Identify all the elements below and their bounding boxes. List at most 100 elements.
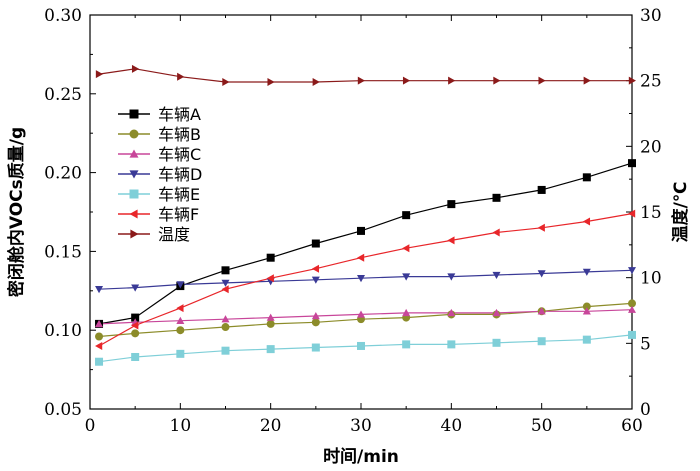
legend-marker <box>130 229 139 239</box>
series-3-point <box>176 316 185 324</box>
legend-marker <box>129 189 139 199</box>
legend-marker <box>129 149 139 158</box>
series-7-point <box>493 76 501 85</box>
y-left-tick-label: 0.20 <box>44 164 82 184</box>
y-left-tick-label: 0.15 <box>44 242 82 262</box>
series-4-point <box>582 268 591 276</box>
series-6-point <box>266 274 274 283</box>
legend-marker <box>129 209 138 219</box>
series-7-point <box>538 76 546 85</box>
series-5-point <box>582 335 591 344</box>
series-6-point <box>176 304 184 313</box>
series-3-point <box>221 315 230 323</box>
series-5-point <box>131 352 140 361</box>
y-left-tick-label: 0.05 <box>44 400 82 420</box>
series-1-point <box>221 266 230 275</box>
series-1-point <box>402 211 411 220</box>
y-axis-label-left: 密闭舱内VOCs质量/g <box>6 127 27 297</box>
series-4-point <box>311 276 320 284</box>
legend-marker <box>129 170 139 179</box>
series-2-point <box>582 302 591 311</box>
series-1-point <box>266 253 275 262</box>
y-right-tick-label: 20 <box>640 137 662 157</box>
series-4-point <box>357 274 365 283</box>
series-1-point <box>447 200 456 209</box>
legend-label: 车辆F <box>158 205 199 224</box>
series-5-point <box>537 337 546 346</box>
series-6-point <box>357 253 365 262</box>
series-markers <box>95 64 636 366</box>
series-3-point <box>95 319 104 328</box>
series-5-point <box>95 357 104 366</box>
series-3-point <box>537 307 546 315</box>
series-3-point <box>402 308 411 317</box>
series-7-point <box>357 76 365 85</box>
series-4-point <box>131 284 140 292</box>
series-5-point <box>311 343 320 352</box>
series-5-point <box>176 349 185 358</box>
series-3-point <box>582 307 591 315</box>
series-2-point <box>176 326 185 335</box>
tick-group: 0 10 20 30 40 50 60 0.05 0.10 0.15 0.20 0.25 0.30 0 5 1… <box>44 6 662 436</box>
series-3-point <box>628 305 636 313</box>
series-6-point <box>311 264 320 273</box>
y-right-tick-label: 25 <box>640 72 662 92</box>
series-5-point <box>628 330 636 339</box>
x-tick-label: 10 <box>170 416 192 436</box>
series-6-point <box>447 236 455 245</box>
series-1-point <box>628 159 636 168</box>
x-tick-label: 20 <box>260 416 282 436</box>
y-right-tick-label: 0 <box>640 400 651 420</box>
legend-label: 车辆A <box>158 105 201 124</box>
series-1-point <box>492 193 501 202</box>
series-6-point <box>582 217 591 226</box>
series-4-point <box>402 273 411 281</box>
series-6-point <box>492 228 500 237</box>
series-5-point <box>266 345 275 354</box>
series-5-point <box>402 340 411 349</box>
series-6-point <box>402 244 410 253</box>
series-4-point <box>537 270 546 278</box>
legend-label: 车辆B <box>158 125 201 144</box>
y-right-tick-label: 30 <box>640 6 662 26</box>
legend-marker <box>129 109 139 119</box>
series-4-point <box>221 279 230 287</box>
series-3-point <box>311 312 320 320</box>
series-2-point <box>628 299 636 308</box>
series-2-point <box>311 318 320 327</box>
series-1-point <box>311 239 320 248</box>
series-5-point <box>357 341 365 350</box>
series-3-point <box>357 310 365 318</box>
series-7-point <box>312 77 320 86</box>
series-7-point <box>583 76 591 85</box>
y-right-tick-label: 10 <box>640 269 662 289</box>
series-7-point <box>131 64 140 73</box>
series-7-point <box>222 77 230 86</box>
y-right-tick-label: 15 <box>640 203 662 223</box>
series-2-point <box>221 323 230 332</box>
series-5-point <box>447 340 456 349</box>
x-tick-label: 30 <box>350 416 372 436</box>
series-6-point <box>131 321 139 330</box>
series-4-point <box>447 273 456 281</box>
y-left-tick-label: 0.30 <box>44 6 82 26</box>
series-6-point <box>221 285 229 294</box>
series-4-point <box>176 281 185 289</box>
legend-marker <box>129 129 139 139</box>
y-left-tick-label: 0.25 <box>44 85 82 105</box>
series-1-point <box>357 226 365 235</box>
series-2-point <box>131 329 140 338</box>
x-tick-label: 40 <box>441 416 463 436</box>
series-6-point <box>537 223 545 232</box>
y-axis-label-right: 温度/℃ <box>670 182 691 243</box>
series-1-point <box>131 313 140 322</box>
x-tick-label: 60 <box>621 416 643 436</box>
series-1-point <box>537 185 546 194</box>
series-4-point <box>492 271 501 280</box>
series-6-point <box>628 209 636 218</box>
series-3-point <box>266 313 275 321</box>
y-right-tick-label: 5 <box>640 334 651 354</box>
x-axis-label: 时间/min <box>323 446 399 467</box>
